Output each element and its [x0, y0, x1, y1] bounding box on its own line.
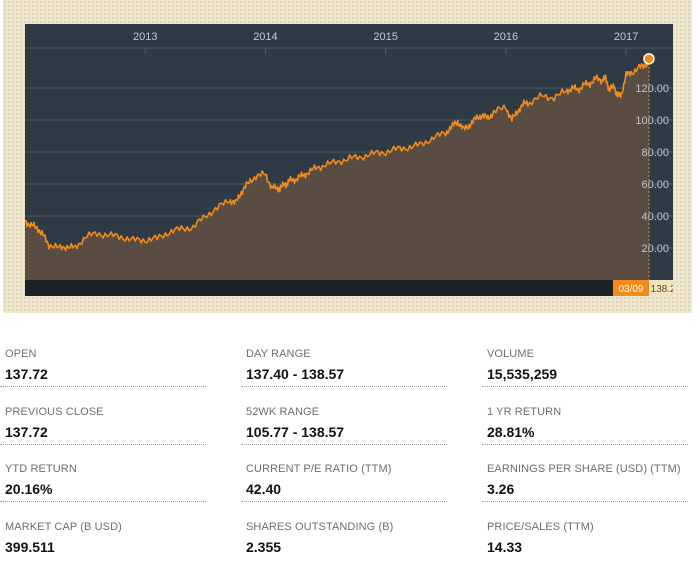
stat-label: DAY RANGE	[246, 348, 311, 360]
x-tick-lines	[144, 48, 627, 54]
end-point-marker[interactable]	[643, 53, 655, 65]
tooltip-date-box	[612, 280, 649, 296]
stat-ytd-return: YTD RETURN 20.16%	[0, 455, 206, 502]
stat-previous-close: PREVIOUS CLOSE 137.72	[0, 398, 206, 445]
stat-shares-outstanding: SHARES OUTSTANDING (B) 2.355	[241, 513, 447, 559]
x-tick-label: 2013	[133, 31, 157, 43]
x-tick-labels: 2013 2014 2015 2016 2017	[133, 31, 638, 43]
x-tick-label: 2016	[494, 31, 518, 43]
stat-price-sales: PRICE/SALES (TTM) 14.33	[482, 513, 688, 559]
stat-value: 2.355	[246, 539, 282, 555]
y-tick-label: 20.00	[641, 243, 669, 255]
stat-label: OPEN	[5, 348, 37, 360]
stat-day-range: DAY RANGE 137.40 - 138.57	[241, 340, 447, 387]
price-line[interactable]	[25, 56, 650, 252]
stat-label: PREVIOUS CLOSE	[5, 406, 104, 418]
bottom-strip	[25, 280, 673, 296]
y-tick-label: 60.00	[641, 179, 669, 191]
stat-value: 399.511	[5, 539, 55, 555]
stat-value: 3.26	[487, 481, 515, 497]
x-tick-label: 2015	[373, 31, 397, 43]
y-tick-label: 120.00	[635, 83, 669, 95]
stat-label: CURRENT P/E RATIO (TTM)	[246, 463, 392, 475]
y-tick-label: 100.00	[635, 115, 669, 127]
stat-value: 20.16%	[5, 481, 53, 497]
stat-1yr-return: 1 YR RETURN 28.81%	[482, 398, 688, 445]
tooltip-value: 138.24	[651, 284, 673, 295]
stat-label: SHARES OUTSTANDING (B)	[246, 521, 394, 533]
stat-52wk-range: 52WK RANGE 105.77 - 138.57	[241, 398, 447, 445]
stat-label: 1 YR RETURN	[487, 406, 562, 418]
tooltip-value-box	[648, 280, 673, 296]
stat-label: 52WK RANGE	[246, 406, 320, 418]
stat-label: YTD RETURN	[5, 463, 77, 475]
stat-open: OPEN 137.72	[0, 340, 206, 387]
stat-value: 14.33	[487, 539, 523, 555]
y-tick-label: 80.00	[641, 147, 669, 159]
stat-volume: VOLUME 15,535,259	[482, 340, 688, 387]
price-chart[interactable]: 2013 2014 2015 2016 2017 20.00 40.00 60.…	[25, 24, 673, 296]
stat-value: 15,535,259	[487, 366, 558, 382]
stat-label: VOLUME	[487, 348, 535, 360]
stat-market-cap: MARKET CAP (B USD) 399.511	[0, 513, 206, 559]
stat-label: EARNINGS PER SHARE (USD) (TTM)	[487, 463, 681, 475]
stat-label: MARKET CAP (B USD)	[5, 521, 122, 533]
stat-value: 42.40	[246, 481, 282, 497]
y-tick-label: 40.00	[641, 211, 669, 223]
stat-value: 137.72	[5, 424, 48, 440]
tooltip-date: 03/09	[618, 284, 643, 295]
stat-value: 137.40 - 138.57	[246, 366, 345, 382]
end-tooltip: 03/09 138.24	[612, 280, 673, 296]
stat-label: PRICE/SALES (TTM)	[487, 521, 594, 533]
chart-frame: 2013 2014 2015 2016 2017 20.00 40.00 60.…	[3, 0, 692, 313]
y-tick-labels: 20.00 40.00 60.00 80.00 100.00 120.00	[635, 83, 669, 255]
stat-value: 105.77 - 138.57	[246, 424, 345, 440]
stat-value: 28.81%	[487, 424, 535, 440]
stat-pe-ratio: CURRENT P/E RATIO (TTM) 42.40	[241, 455, 447, 502]
stat-eps: EARNINGS PER SHARE (USD) (TTM) 3.26	[482, 455, 688, 502]
stat-value: 137.72	[5, 366, 48, 382]
x-tick-label: 2017	[614, 31, 638, 43]
x-tick-label: 2014	[253, 31, 277, 43]
